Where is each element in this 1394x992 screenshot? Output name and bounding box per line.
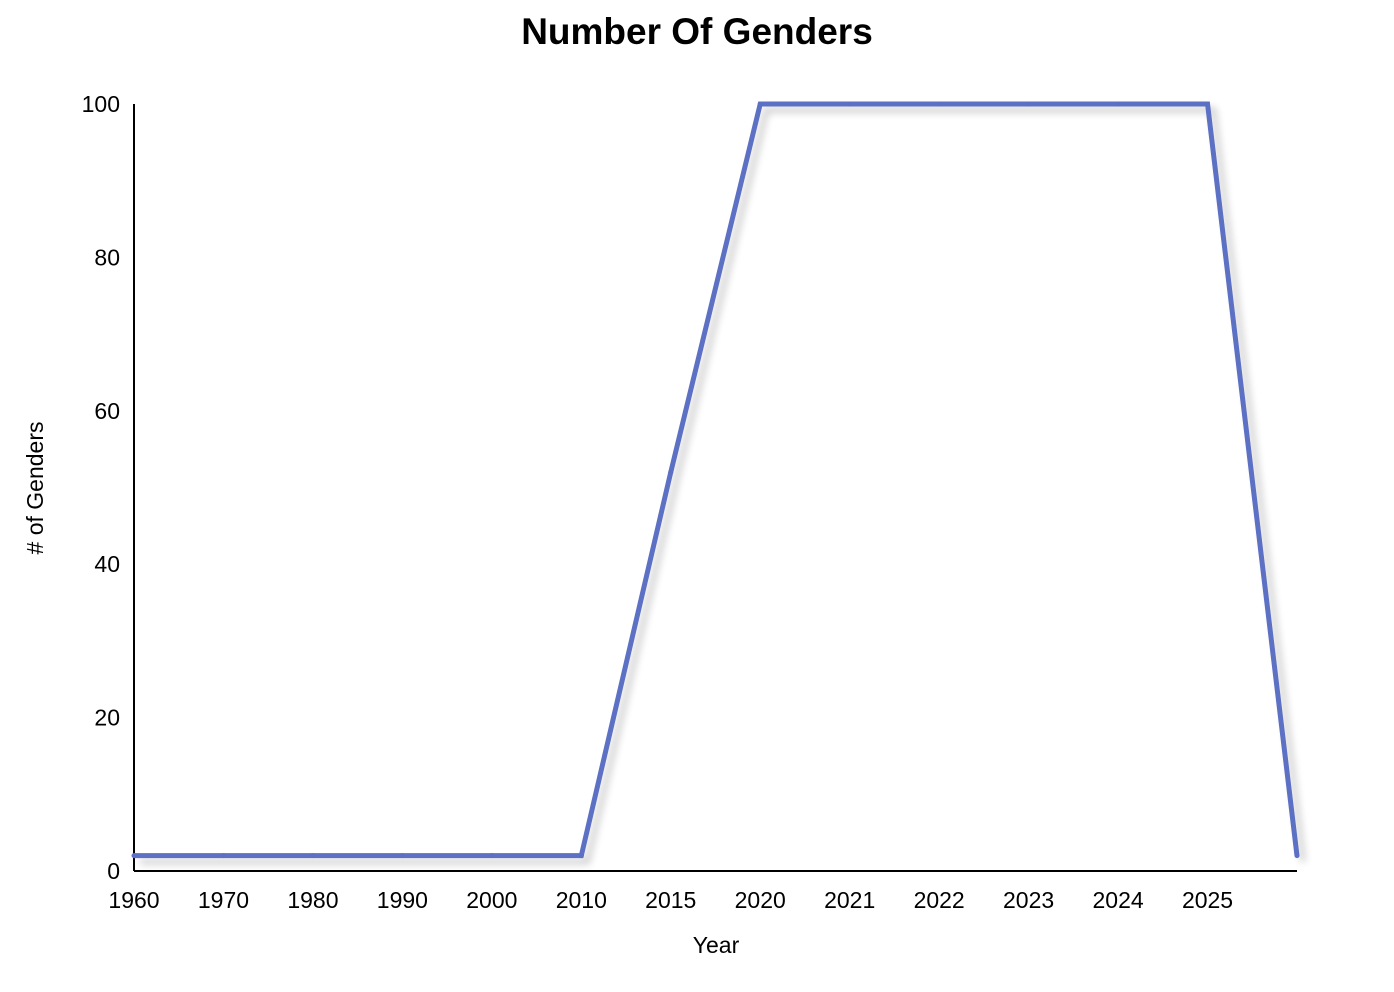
data-point (220, 853, 226, 859)
series-group (131, 101, 1300, 859)
data-point (668, 469, 674, 475)
data-point (936, 101, 942, 107)
y-tick-label: 100 (82, 91, 120, 117)
y-axis-ticks: 0 20 40 60 80 100 (82, 91, 120, 884)
x-tick-label: 1970 (198, 887, 249, 913)
x-axis-title: Year (693, 932, 740, 958)
series-line (134, 101, 1300, 859)
y-axis-title: # of Genders (22, 422, 48, 555)
x-tick-label: 2022 (914, 887, 965, 913)
x-axis-ticks: 1960 1970 1980 1990 2000 2010 2015 2020 2021 2022… (108, 887, 1233, 913)
data-point (578, 853, 584, 859)
x-tick-label: 2023 (1003, 887, 1054, 913)
data-point (1115, 101, 1121, 107)
x-tick-label: 2025 (1182, 887, 1233, 913)
y-tick-label: 60 (94, 398, 120, 424)
x-tick-label: 2020 (735, 887, 786, 913)
chart-title: Number Of Genders (521, 11, 873, 52)
data-point (1205, 101, 1211, 107)
data-point (1026, 101, 1032, 107)
x-tick-label: 1960 (108, 887, 159, 913)
y-tick-label: 0 (107, 858, 120, 884)
x-tick-label: 2010 (556, 887, 607, 913)
data-point (131, 853, 137, 859)
x-tick-label: 1980 (287, 887, 338, 913)
y-tick-label: 40 (94, 551, 120, 577)
x-tick-label: 2015 (645, 887, 696, 913)
x-tick-label: 1990 (377, 887, 428, 913)
data-point (310, 853, 316, 859)
x-tick-label: 2024 (1092, 887, 1143, 913)
data-point (1294, 853, 1300, 859)
y-tick-label: 80 (94, 244, 120, 270)
data-point (399, 853, 405, 859)
y-tick-label: 20 (94, 705, 120, 731)
data-point (489, 853, 495, 859)
data-point (757, 101, 763, 107)
data-point (847, 101, 853, 107)
x-tick-label: 2000 (466, 887, 517, 913)
x-tick-label: 2021 (824, 887, 875, 913)
